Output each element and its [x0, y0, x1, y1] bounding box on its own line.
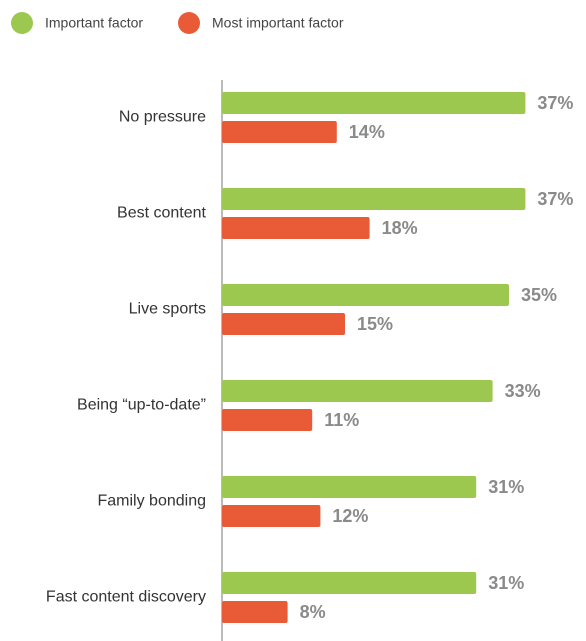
bar: [222, 92, 526, 114]
value-label: 18%: [382, 218, 418, 238]
legend-label: Most important factor: [212, 15, 344, 31]
value-label: 15%: [357, 314, 393, 334]
value-label: 11%: [324, 410, 359, 430]
bar: [222, 505, 321, 527]
bar: [222, 217, 370, 239]
bar: [222, 380, 493, 402]
legend-swatch: [11, 12, 33, 34]
legend-swatch: [178, 12, 200, 34]
category-label: Fast content discovery: [46, 589, 206, 606]
bar: [222, 188, 526, 210]
value-label: 33%: [505, 381, 541, 401]
bar: [222, 121, 337, 143]
value-label: 31%: [488, 573, 524, 593]
bar: [222, 476, 477, 498]
legend-label: Important factor: [45, 15, 143, 31]
category-label: Live sports: [129, 301, 206, 318]
bar: [222, 313, 345, 335]
bar: [222, 572, 477, 594]
value-label: 37%: [537, 93, 573, 113]
value-label: 35%: [521, 285, 557, 305]
value-label: 12%: [332, 506, 368, 526]
value-label: 8%: [300, 602, 326, 622]
value-label: 14%: [349, 122, 385, 142]
bar: [222, 601, 288, 623]
value-label: 37%: [537, 189, 573, 209]
bar: [222, 409, 313, 431]
bar: [222, 284, 509, 306]
category-label: Best content: [117, 205, 207, 222]
category-label: Family bonding: [98, 493, 207, 510]
value-label: 31%: [488, 477, 524, 497]
category-label: Being “up-to-date”: [77, 397, 206, 414]
category-label: No pressure: [119, 109, 206, 126]
